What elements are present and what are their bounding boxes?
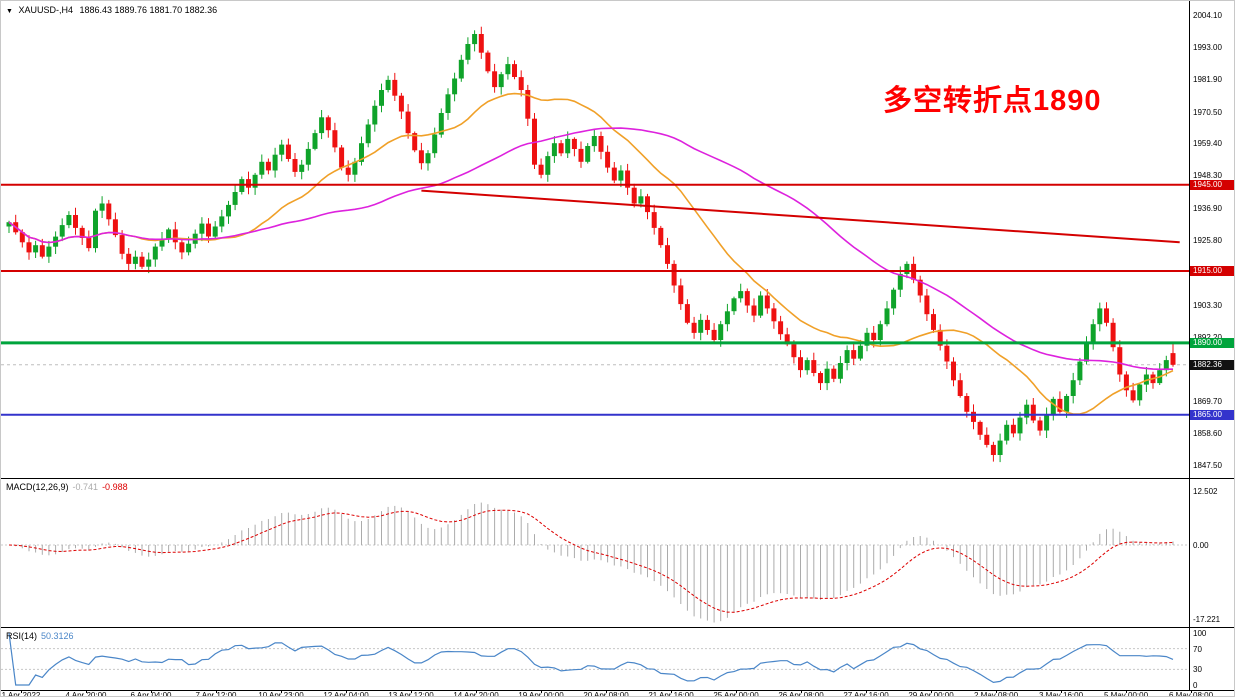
- time-axis-tick: [476, 691, 477, 693]
- price-axis-border: [1189, 1, 1190, 691]
- chart-annotation-text[interactable]: 多空转折点1890: [883, 85, 1102, 117]
- rsi-axis-label: 30: [1193, 665, 1202, 675]
- macd-indicator-chart[interactable]: [1, 479, 1189, 627]
- time-axis-label: 13 Apr 12:00: [388, 691, 434, 697]
- time-axis-label: 3 May 16:00: [1038, 691, 1084, 697]
- price-axis-label: 1981.90: [1193, 74, 1222, 84]
- time-axis-label: 4 Apr 20:00: [65, 691, 107, 697]
- ohlc-readout: 1886.43 1889.76 1881.70 1882.36: [79, 5, 218, 15]
- price-axis-label: 1892.20: [1193, 333, 1222, 342]
- panel-separator: [1, 478, 1234, 479]
- price-axis-label: 1869.70: [1193, 397, 1222, 407]
- time-axis-tick: [346, 691, 347, 693]
- time-axis-tick: [801, 691, 802, 693]
- rsi-axis-label: 0: [1193, 681, 1198, 690]
- time-axis-label: 6 Apr 04:00: [130, 691, 172, 697]
- time-axis-label: 7 Apr 12:00: [195, 691, 237, 697]
- time-axis-tick: [411, 691, 412, 693]
- macd-axis-label: 0.00: [1193, 541, 1209, 550]
- price-line-tag[interactable]: 1890.00: [1190, 337, 1234, 348]
- time-axis-label: 5 May 00:00: [1103, 691, 1149, 697]
- time-axis-tick: [671, 691, 672, 693]
- rsi-name: RSI(14): [6, 631, 38, 641]
- time-axis-tick: [281, 691, 282, 693]
- rsi-label: RSI(14) 50.3126: [6, 631, 78, 641]
- time-axis-tick: [216, 691, 217, 693]
- rsi-indicator-chart[interactable]: [1, 628, 1189, 690]
- price-axis-label: 1903.30: [1193, 300, 1222, 310]
- macd-axis-label: 12.502: [1193, 487, 1218, 496]
- time-axis-label: 19 Apr 00:00: [518, 691, 564, 697]
- time-axis-tick: [1191, 691, 1192, 693]
- time-axis-tick: [996, 691, 997, 693]
- price-axis-label: 2004.10: [1193, 11, 1222, 20]
- symbol-title: XAUUSD-,H4: [18, 5, 73, 15]
- time-axis-tick: [1061, 691, 1062, 693]
- time-axis-label: 21 Apr 16:00: [648, 691, 694, 697]
- price-axis-label: 1959.40: [1193, 139, 1222, 149]
- price-axis-label: 1948.30: [1193, 171, 1222, 181]
- macd-label: MACD(12,26,9) -0.741 -0.988: [6, 482, 132, 492]
- chart-header: ▼ XAUUSD-,H4 1886.43 1889.76 1881.70 188…: [6, 5, 217, 15]
- price-axis-label: 1925.80: [1193, 236, 1222, 245]
- time-axis-label: 14 Apr 20:00: [453, 691, 499, 697]
- time-axis-tick: [736, 691, 737, 693]
- time-axis-tick: [931, 691, 932, 693]
- macd-main-value: -0.741: [72, 482, 99, 492]
- time-axis-tick: [541, 691, 542, 693]
- rsi-axis-label: 70: [1193, 644, 1202, 654]
- time-axis-label: 20 Apr 08:00: [583, 691, 629, 697]
- time-axis-label: 25 Apr 00:00: [713, 691, 759, 697]
- panel-separator: [1, 690, 1234, 691]
- time-axis-label: 27 Apr 16:00: [843, 691, 889, 697]
- price-axis-label: 1858.60: [1193, 429, 1222, 439]
- macd-signal-value: -0.988: [102, 482, 128, 492]
- time-axis-label: 10 Apr 23:00: [258, 691, 304, 697]
- time-axis-tick: [606, 691, 607, 693]
- price-line-tag[interactable]: 1945.00: [1190, 179, 1234, 190]
- rsi-axis-label: 100: [1193, 629, 1207, 638]
- price-line-tag[interactable]: 1865.00: [1190, 409, 1234, 420]
- price-axis-label: 1847.50: [1193, 461, 1222, 470]
- time-axis-label: 26 Apr 08:00: [778, 691, 824, 697]
- time-axis-label: 2 May 08:00: [973, 691, 1019, 697]
- panel-separator: [1, 627, 1234, 628]
- time-axis-tick: [866, 691, 867, 693]
- price-axis-label: 1936.90: [1193, 204, 1222, 214]
- macd-name: MACD(12,26,9): [6, 482, 69, 492]
- time-axis-tick: [151, 691, 152, 693]
- price-axis-label: 1970.50: [1193, 107, 1222, 117]
- time-axis-label: 12 Apr 04:00: [323, 691, 369, 697]
- current-price-tag: 1882.36: [1190, 359, 1234, 370]
- rsi-value: 50.3126: [41, 631, 74, 641]
- price-line-tag[interactable]: 1915.00: [1190, 266, 1234, 276]
- symbol-dropdown-icon[interactable]: ▼: [6, 8, 13, 15]
- time-axis-tick: [1126, 691, 1127, 693]
- price-axis-label: 1993.00: [1193, 42, 1222, 52]
- time-axis-label: 29 Apr 00:00: [908, 691, 954, 697]
- time-axis-label: 6 May 08:00: [1168, 691, 1214, 697]
- time-axis-tick: [21, 691, 22, 693]
- candlestick-chart[interactable]: [1, 1, 1189, 478]
- time-axis-label: 1 Apr 2022: [1, 691, 41, 697]
- macd-axis-label: -17.221: [1193, 615, 1221, 625]
- time-axis-tick: [86, 691, 87, 693]
